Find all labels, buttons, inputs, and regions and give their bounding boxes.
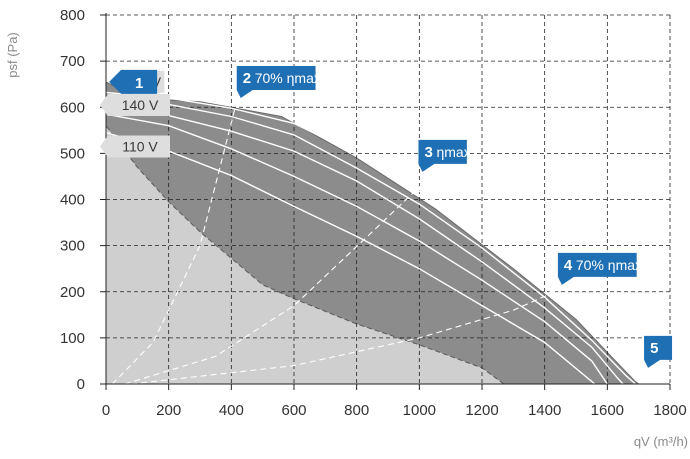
flag-text: ηmax <box>436 144 470 160</box>
flag-marker-2: 2 70% ηmax <box>236 66 321 99</box>
flag-text: 70% ηmax <box>255 70 321 86</box>
y-axis-title: psf (Pa) <box>5 32 20 78</box>
flag-shape <box>557 252 637 285</box>
working-region <box>106 81 639 385</box>
y-tick-label: 500 <box>60 145 85 162</box>
x-tick-label: 1200 <box>465 402 498 419</box>
x-tick-label: 1600 <box>591 402 624 419</box>
curve-label-tag <box>100 135 170 158</box>
y-tick-label: 700 <box>60 53 85 70</box>
y-tick-label: 0 <box>77 376 85 393</box>
flag-number: 2 <box>243 70 251 87</box>
x-tick-label: 1800 <box>653 402 686 419</box>
flag-marker-4: 4 70% ηmax <box>557 252 642 285</box>
performance-curve-3 <box>105 105 624 385</box>
x-tick-label: 0 <box>102 402 110 419</box>
efficiency-line-2 <box>124 180 426 385</box>
flag-text: 70% ηmax <box>576 257 642 273</box>
performance-curve-5 <box>105 131 596 385</box>
flag-marker-1: 1 <box>109 69 158 94</box>
flag-number: 1 <box>135 75 143 92</box>
y-tick-label: 100 <box>60 330 85 347</box>
working-region-lower-edge <box>105 125 505 385</box>
performance-curve-2 <box>105 96 636 385</box>
x-tick-label: 1000 <box>403 402 436 419</box>
x-axis-title: qV (m³/h) <box>634 434 688 449</box>
y-tick-label: 200 <box>60 284 85 301</box>
curve-label-140-v: 140 V <box>122 97 159 113</box>
x-tick-label: 800 <box>344 402 369 419</box>
x-tick-label: 600 <box>281 402 306 419</box>
flag-number: 5 <box>650 340 658 357</box>
flag-shape <box>109 69 158 94</box>
efficiency-line-1 <box>111 97 239 385</box>
x-tick-label: 200 <box>156 402 181 419</box>
flag-marker-5: 5 <box>644 335 673 368</box>
flag-shape <box>236 66 316 99</box>
y-tick-label: 800 <box>60 7 85 24</box>
flag-shape <box>644 335 673 368</box>
flag-marker-3: 3 ηmax <box>418 139 471 172</box>
curve-label-tag <box>100 93 170 116</box>
performance-curve-1 <box>105 91 646 385</box>
performance-curve-4 <box>105 113 608 385</box>
flag-number: 3 <box>424 144 432 161</box>
flag-shape <box>418 139 467 172</box>
y-tick-label: 300 <box>60 238 85 255</box>
efficiency-line-3 <box>131 288 561 385</box>
curve-label-110-v: 110 V <box>122 138 158 154</box>
outer-region-edge <box>105 81 639 385</box>
y-tick-label: 400 <box>60 192 85 209</box>
x-tick-label: 400 <box>219 402 244 419</box>
y-tick-label: 600 <box>60 99 85 116</box>
flag-number: 4 <box>564 257 573 274</box>
x-tick-label: 1400 <box>528 402 561 419</box>
